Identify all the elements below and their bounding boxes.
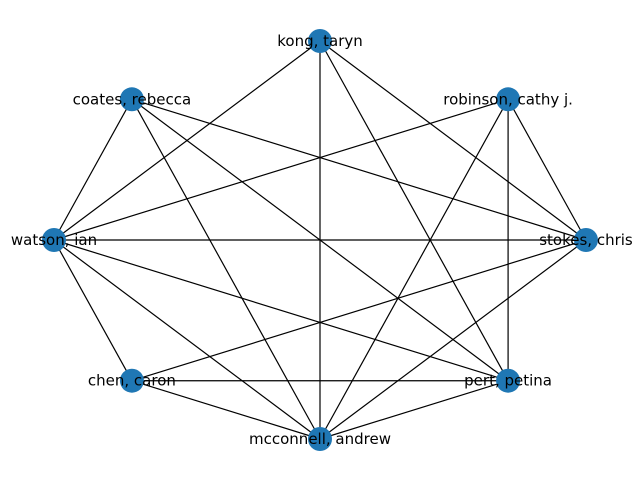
node-label-stokes: stokes, chris <box>539 231 633 249</box>
node-label-kong: kong, taryn <box>277 32 363 50</box>
node-pert <box>496 368 521 393</box>
edge-robinson-watson <box>53 98 509 241</box>
edge-coates-mcconnell <box>131 98 321 440</box>
edge-stokes-chen <box>131 239 587 382</box>
node-coates <box>119 87 144 112</box>
labels-layer: kong, taryn robinson, cathy j. stokes, chr… <box>11 32 633 448</box>
node-mcconnell <box>308 427 332 451</box>
edge-watson-chen <box>53 239 133 382</box>
node-kong <box>308 29 332 53</box>
node-label-robinson: robinson, cathy j. <box>443 90 573 108</box>
node-label-chen: chen, caron <box>88 372 176 390</box>
node-stokes <box>574 228 598 252</box>
node-label-coates: coates, rebecca <box>73 90 192 108</box>
node-label-mcconnell: mcconnell, andrew <box>249 430 391 448</box>
nodes-layer <box>42 29 598 451</box>
node-label-watson: watson, ian <box>11 231 97 249</box>
edge-robinson-stokes <box>507 98 587 241</box>
edge-coates-watson <box>53 98 133 241</box>
edge-watson-pert <box>53 239 509 382</box>
edges-layer <box>53 40 587 440</box>
edge-robinson-mcconnell <box>319 98 509 440</box>
edge-mcconnell-pert <box>319 380 509 440</box>
node-robinson <box>496 87 521 112</box>
edge-watson-mcconnell <box>53 239 321 440</box>
edge-kong-stokes <box>319 40 587 241</box>
edge-stokes-mcconnell <box>319 239 587 440</box>
node-chen <box>119 368 144 393</box>
node-label-pert: pert, petina <box>464 372 552 390</box>
edge-kong-pert <box>319 40 509 382</box>
node-watson <box>42 228 66 252</box>
edge-coates-stokes <box>131 98 587 241</box>
edge-chen-mcconnell <box>131 380 321 440</box>
